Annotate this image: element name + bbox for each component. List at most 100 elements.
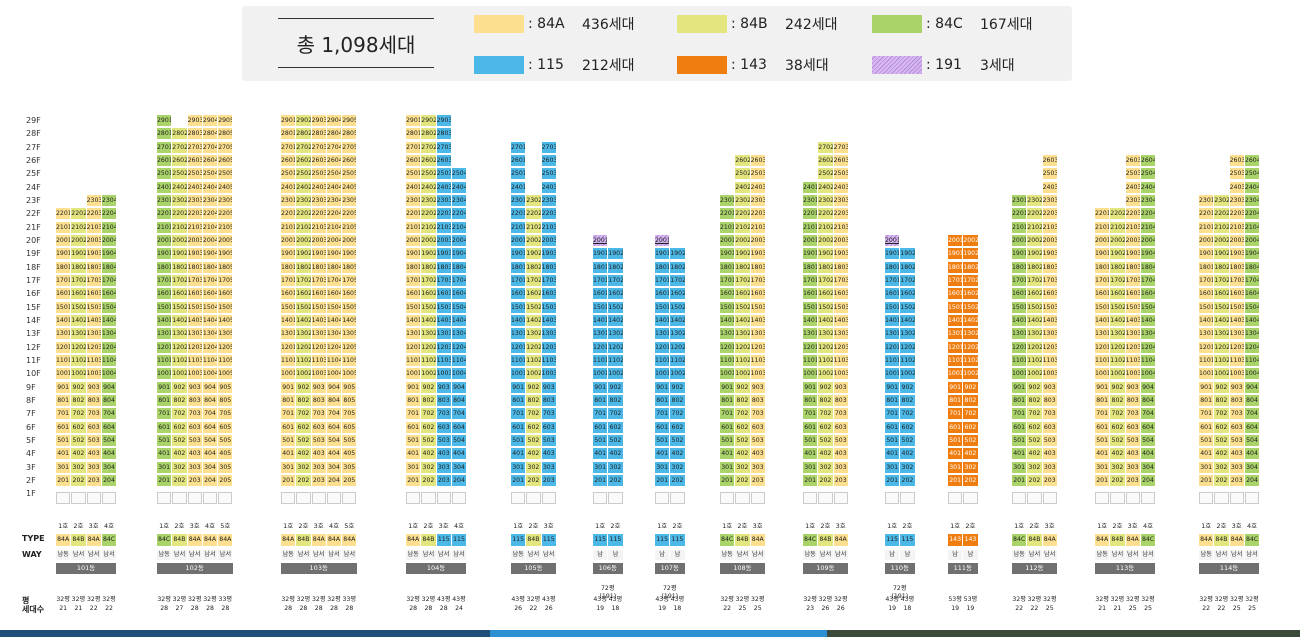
building-name: 105동 <box>511 563 556 574</box>
way-cell: 남 <box>963 550 978 560</box>
pyeong-cell: 32평 <box>1245 596 1259 603</box>
unit-cell: 1002 <box>296 368 311 380</box>
unit-cell: 602 <box>296 421 311 433</box>
unit-cell: 2405 <box>218 181 233 193</box>
unit-cell: 302 <box>526 461 541 473</box>
unit-cell: 2402 <box>421 181 436 193</box>
household-count: 25 <box>1045 605 1054 612</box>
household-count: 22 <box>1217 605 1226 612</box>
pilotis-cell <box>1199 492 1214 505</box>
unit-cell: 1704 <box>1244 274 1260 286</box>
legend-code: : 115 <box>528 57 564 73</box>
unit-cell: 1101 <box>593 354 608 366</box>
unit-cell: 1701 <box>56 274 71 286</box>
unit-cell: 2304 <box>1140 194 1156 206</box>
unit-cell: 1001 <box>1095 368 1110 380</box>
unit-cell: 1602 <box>172 288 187 300</box>
unit-cell: 1902 <box>421 248 436 260</box>
unit-cell: 702 <box>71 408 86 420</box>
unit-cell: 1802 <box>1110 261 1125 273</box>
unit-cell: 203 <box>187 474 202 486</box>
unit-cell: 304 <box>101 461 117 473</box>
unit-cell: 1903 <box>1042 248 1057 260</box>
unit-cell: 901 <box>885 381 900 393</box>
type-cell: 84C <box>1244 534 1260 546</box>
unit-cell: 1103 <box>1125 354 1140 366</box>
unit-cell: 2301 <box>511 194 526 206</box>
pyeong-cell: 32평 <box>56 596 70 603</box>
unit-cell: 502 <box>296 434 311 446</box>
pilotis-cell <box>670 492 685 505</box>
type-cell: 84A <box>1125 534 1140 546</box>
unit-cell: 803 <box>436 394 451 406</box>
unit-cell: 2201 <box>1012 208 1027 220</box>
unit-cell: 703 <box>833 408 848 420</box>
unit-cell: 2403 <box>311 181 326 193</box>
unit-cell: 803 <box>1229 394 1244 406</box>
household-count: 28 <box>314 605 323 612</box>
unit-cell: 1802 <box>1214 261 1229 273</box>
unit-cell: 201 <box>1095 474 1110 486</box>
unit-cell: 501 <box>1199 434 1214 446</box>
unit-cell: 1803 <box>541 261 556 273</box>
pyeong-cell: 43평 <box>608 596 623 603</box>
unit-cell: 1301 <box>511 328 526 340</box>
unit-cell: 704 <box>326 408 342 420</box>
pyeong-cell: 43평 <box>885 596 899 603</box>
unit-cell: 1202 <box>963 341 978 353</box>
unit-cell: 403 <box>187 448 202 460</box>
unit-cell: 1904 <box>101 248 117 260</box>
unit-cell: 1903 <box>311 248 326 260</box>
unit-cell: 2603 <box>1125 154 1140 166</box>
unit-cell: 1603 <box>86 288 101 300</box>
unit-cell: 1901 <box>655 248 670 260</box>
unit-cell: 1105 <box>342 354 357 366</box>
unit-cell: 1201 <box>281 341 296 353</box>
unit-cell: 2102 <box>172 221 187 233</box>
line-label: 2호 <box>610 522 621 530</box>
unit-cell: 2305 <box>342 194 357 206</box>
household-count: 26 <box>821 605 830 612</box>
unit-cell: 1204 <box>101 341 117 353</box>
unit-cell: 1601 <box>1012 288 1027 300</box>
building-name: 107동 <box>655 563 685 574</box>
unit-cell: 1501 <box>157 301 172 313</box>
floor-label: 24F <box>26 182 41 192</box>
type-cell: 115 <box>593 534 608 546</box>
unit-cell: 301 <box>803 461 818 473</box>
pyeong-cell: 32평 <box>203 596 217 603</box>
unit-cell: 1903 <box>86 248 101 260</box>
line-label: 4호 <box>204 522 216 530</box>
floor-label: 9F <box>26 382 36 392</box>
pyeong-cell: 32평 <box>311 596 326 603</box>
unit-cell: 1003 <box>187 368 202 380</box>
unit-cell: 1205 <box>218 341 233 353</box>
unit-cell: 1501 <box>1012 301 1027 313</box>
unit-cell: 303 <box>436 461 451 473</box>
unit-cell: 802 <box>963 394 978 406</box>
floor-label: 11F <box>26 355 41 365</box>
unit-cell: 1702 <box>608 274 623 286</box>
unit-cell: 1302 <box>963 328 978 340</box>
unit-cell: 1001 <box>1199 368 1214 380</box>
unit-cell: 2401 <box>803 181 818 193</box>
type-cell: 84B <box>296 534 311 546</box>
unit-cell: 2003 <box>1125 234 1140 246</box>
unit-cell: 1704 <box>101 274 117 286</box>
pyeong-cell: 43평 <box>436 596 451 603</box>
line-label: 3호 <box>1044 522 1055 530</box>
unit-cell: 2703 <box>541 141 556 153</box>
floor-label: 18F <box>26 262 41 272</box>
unit-cell: 1103 <box>541 354 556 366</box>
way-cell: 남 <box>593 550 608 560</box>
line-label: 2호 <box>73 522 84 530</box>
unit-cell: 404 <box>326 448 342 460</box>
unit-cell: 2404 <box>1140 181 1156 193</box>
unit-cell: 401 <box>1199 448 1214 460</box>
unit-cell: 1401 <box>511 314 526 326</box>
unit-cell: 1703 <box>187 274 202 286</box>
legend-item: : 84B 242세대 <box>677 15 837 33</box>
unit-cell: 2103 <box>750 221 765 233</box>
unit-cell: 2101 <box>720 221 735 233</box>
unit-cell: 2401 <box>406 181 421 193</box>
